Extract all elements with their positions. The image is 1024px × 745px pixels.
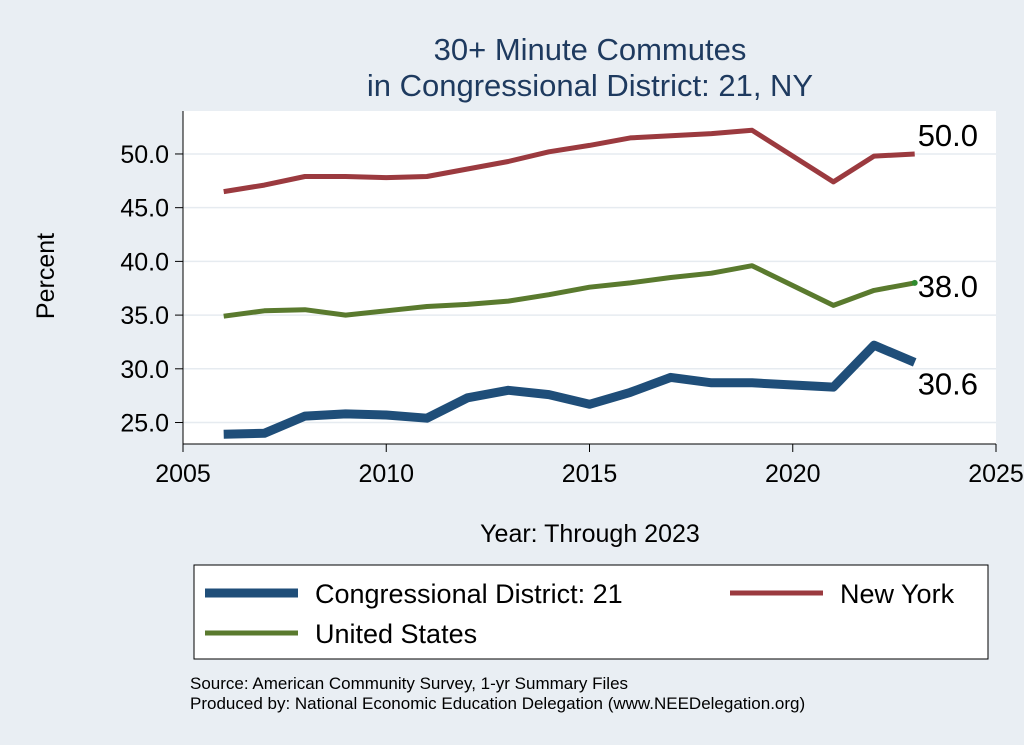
source-note: Source: American Community Survey, 1-yr … bbox=[190, 674, 628, 693]
y-tick-label: 40.0 bbox=[120, 248, 169, 276]
legend-box bbox=[193, 564, 989, 660]
x-axis-title: Year: Through 2023 bbox=[480, 520, 700, 548]
y-tick-label: 50.0 bbox=[120, 141, 169, 169]
end-label-united-states: 38.0 bbox=[918, 269, 978, 304]
chart-title-line-1: 30+ Minute Commutes bbox=[434, 32, 747, 67]
y-axis-title: Percent bbox=[32, 233, 60, 319]
legend-label-new-york: New York bbox=[840, 579, 955, 609]
series-line-new-york bbox=[223, 127, 915, 195]
legend-label-united-states: United States bbox=[315, 619, 477, 649]
legend: Congressional District: 21 New York Unit… bbox=[193, 564, 989, 660]
series-line-united-states bbox=[223, 263, 916, 319]
y-tick-label: 25.0 bbox=[120, 410, 169, 438]
end-label-new-york: 50.0 bbox=[918, 118, 978, 153]
series-line-district bbox=[223, 340, 917, 439]
y-tick-label: 45.0 bbox=[120, 195, 169, 223]
plot-area bbox=[183, 111, 996, 444]
end-labels: 50.0 38.0 30.6 bbox=[918, 118, 978, 401]
y-tick-label: 35.0 bbox=[120, 302, 169, 330]
end-label-district: 30.6 bbox=[918, 366, 978, 401]
y-tick-label: 30.0 bbox=[120, 356, 169, 384]
x-tick-label: 2025 bbox=[968, 460, 1024, 488]
producer-note: Produced by: National Economic Education… bbox=[190, 694, 805, 713]
gridlines bbox=[183, 153, 996, 424]
end-marker-united-states bbox=[911, 279, 918, 286]
chart-title-line-2: in Congressional District: 21, NY bbox=[367, 68, 813, 103]
legend-label-district: Congressional District: 21 bbox=[315, 579, 623, 609]
x-tick-label: 2015 bbox=[562, 460, 618, 488]
x-tick-label: 2010 bbox=[358, 460, 414, 488]
series-lines bbox=[223, 127, 918, 439]
x-tick-label: 2005 bbox=[155, 460, 211, 488]
x-tick-label: 2020 bbox=[765, 460, 821, 488]
axes: 25.0 30.0 35.0 40.0 45.0 50.0 2005 2010 2015 2020… bbox=[120, 111, 1024, 488]
